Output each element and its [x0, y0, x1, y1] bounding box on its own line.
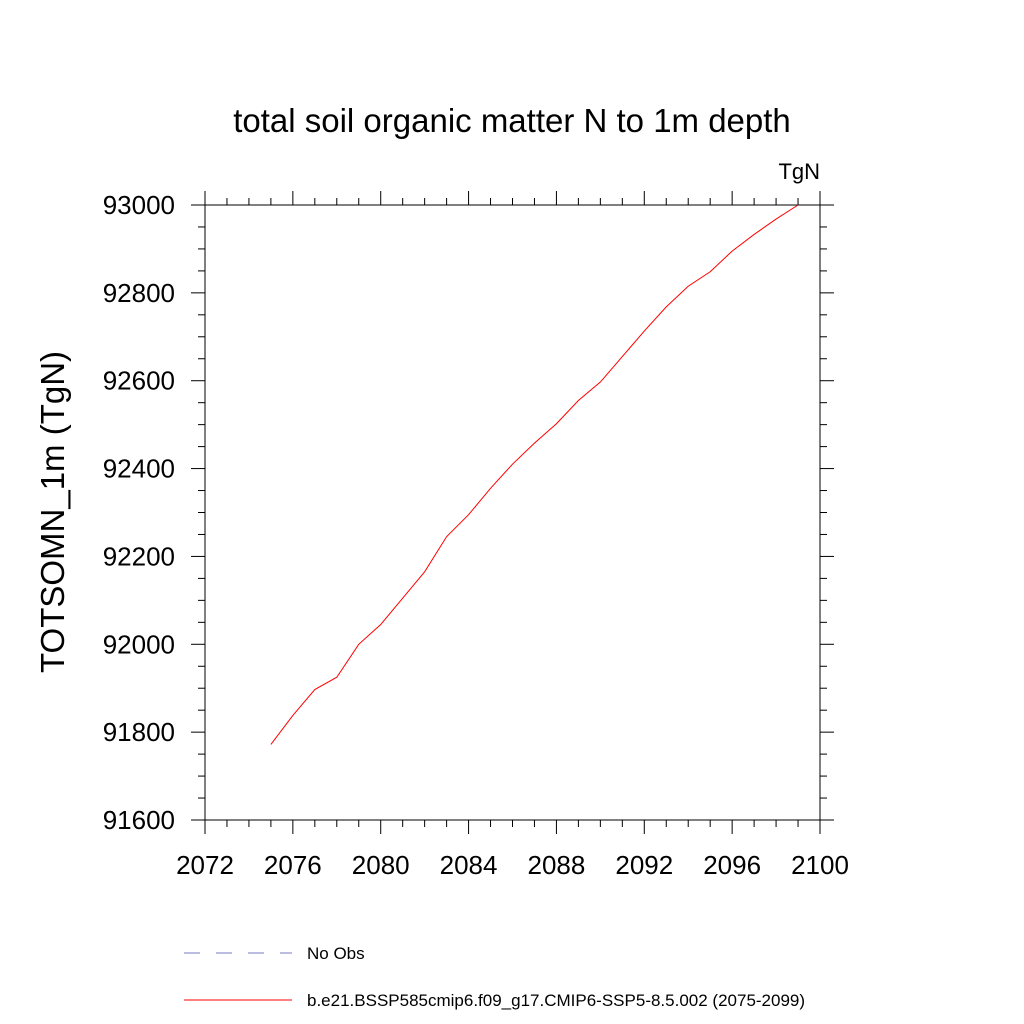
x-tick-labels: 2072 2076 2080 2084 2088 2092 2096 2100	[176, 850, 849, 880]
x-tick-label: 2076	[264, 850, 322, 880]
x-tick-label: 2096	[703, 850, 761, 880]
y-tick-label: 92000	[103, 629, 175, 659]
x-tick-label: 2092	[615, 850, 673, 880]
y-tick-label: 92200	[103, 541, 175, 571]
legend: No Obs b.e21.BSSP585cmip6.f09_g17.CMIP6-S…	[184, 944, 805, 1010]
legend-label: No Obs	[307, 944, 365, 963]
x-tick-label: 2084	[440, 850, 498, 880]
x-tick-label: 2100	[791, 850, 849, 880]
y-tick-label: 91600	[103, 805, 175, 835]
plot-frame	[204, 204, 821, 821]
legend-label: b.e21.BSSP585cmip6.f09_g17.CMIP6-SSP5-8.…	[307, 991, 805, 1010]
x-tick-label: 2088	[528, 850, 586, 880]
series-line	[270, 204, 799, 745]
y-tick-label: 92600	[103, 366, 175, 396]
units-label: TgN	[778, 159, 820, 184]
x-tick-label: 2072	[176, 850, 234, 880]
y-tick-label: 92400	[103, 454, 175, 484]
axis-ticks	[191, 191, 834, 834]
y-tick-labels: 91600 91800 92000 92200 92400 92600 92800 93000	[103, 190, 175, 835]
y-tick-label: 92800	[103, 278, 175, 308]
chart-title: total soil organic matter N to 1m depth	[233, 102, 791, 139]
y-tick-label: 91800	[103, 717, 175, 747]
y-axis-label: TOTSOMN_1m (TgN)	[34, 351, 71, 673]
y-tick-label: 93000	[103, 190, 175, 220]
x-tick-label: 2080	[352, 850, 410, 880]
series-lines	[270, 204, 799, 745]
